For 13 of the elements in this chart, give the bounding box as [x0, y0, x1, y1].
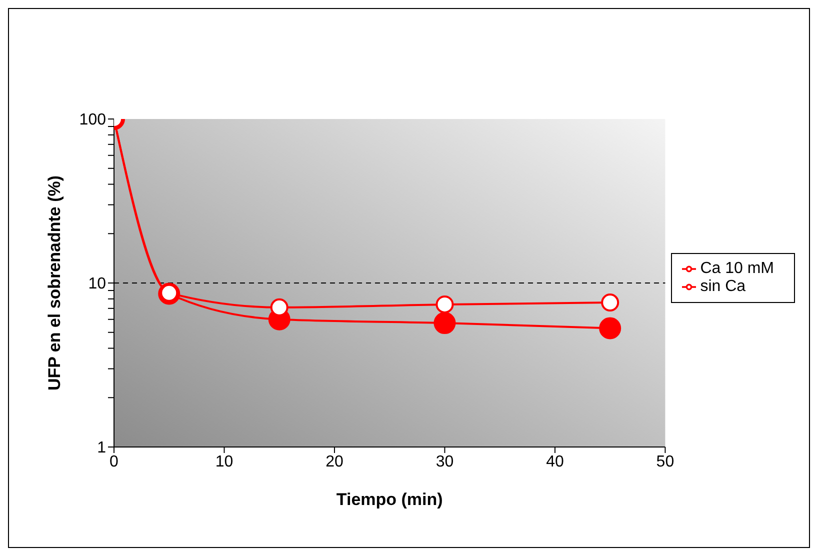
- legend-label: sin Ca: [700, 278, 746, 295]
- x-tick-label: 50: [656, 453, 674, 470]
- x-tick-label: 10: [215, 453, 234, 470]
- x-tick-label: 0: [110, 453, 119, 470]
- x-tick-label: 30: [436, 453, 454, 470]
- y-axis-title: UFP en el sobrenadnte (%): [45, 175, 64, 391]
- legend-label: Ca 10 mM: [700, 260, 774, 277]
- x-tick-label: 40: [546, 453, 564, 470]
- y-tick-label: 1: [97, 440, 106, 457]
- y-tick-label: 100: [79, 112, 106, 129]
- x-tick-label: 20: [326, 453, 344, 470]
- x-axis-title: Tiempo (min): [336, 490, 443, 509]
- y-tick-label: 10: [88, 276, 106, 293]
